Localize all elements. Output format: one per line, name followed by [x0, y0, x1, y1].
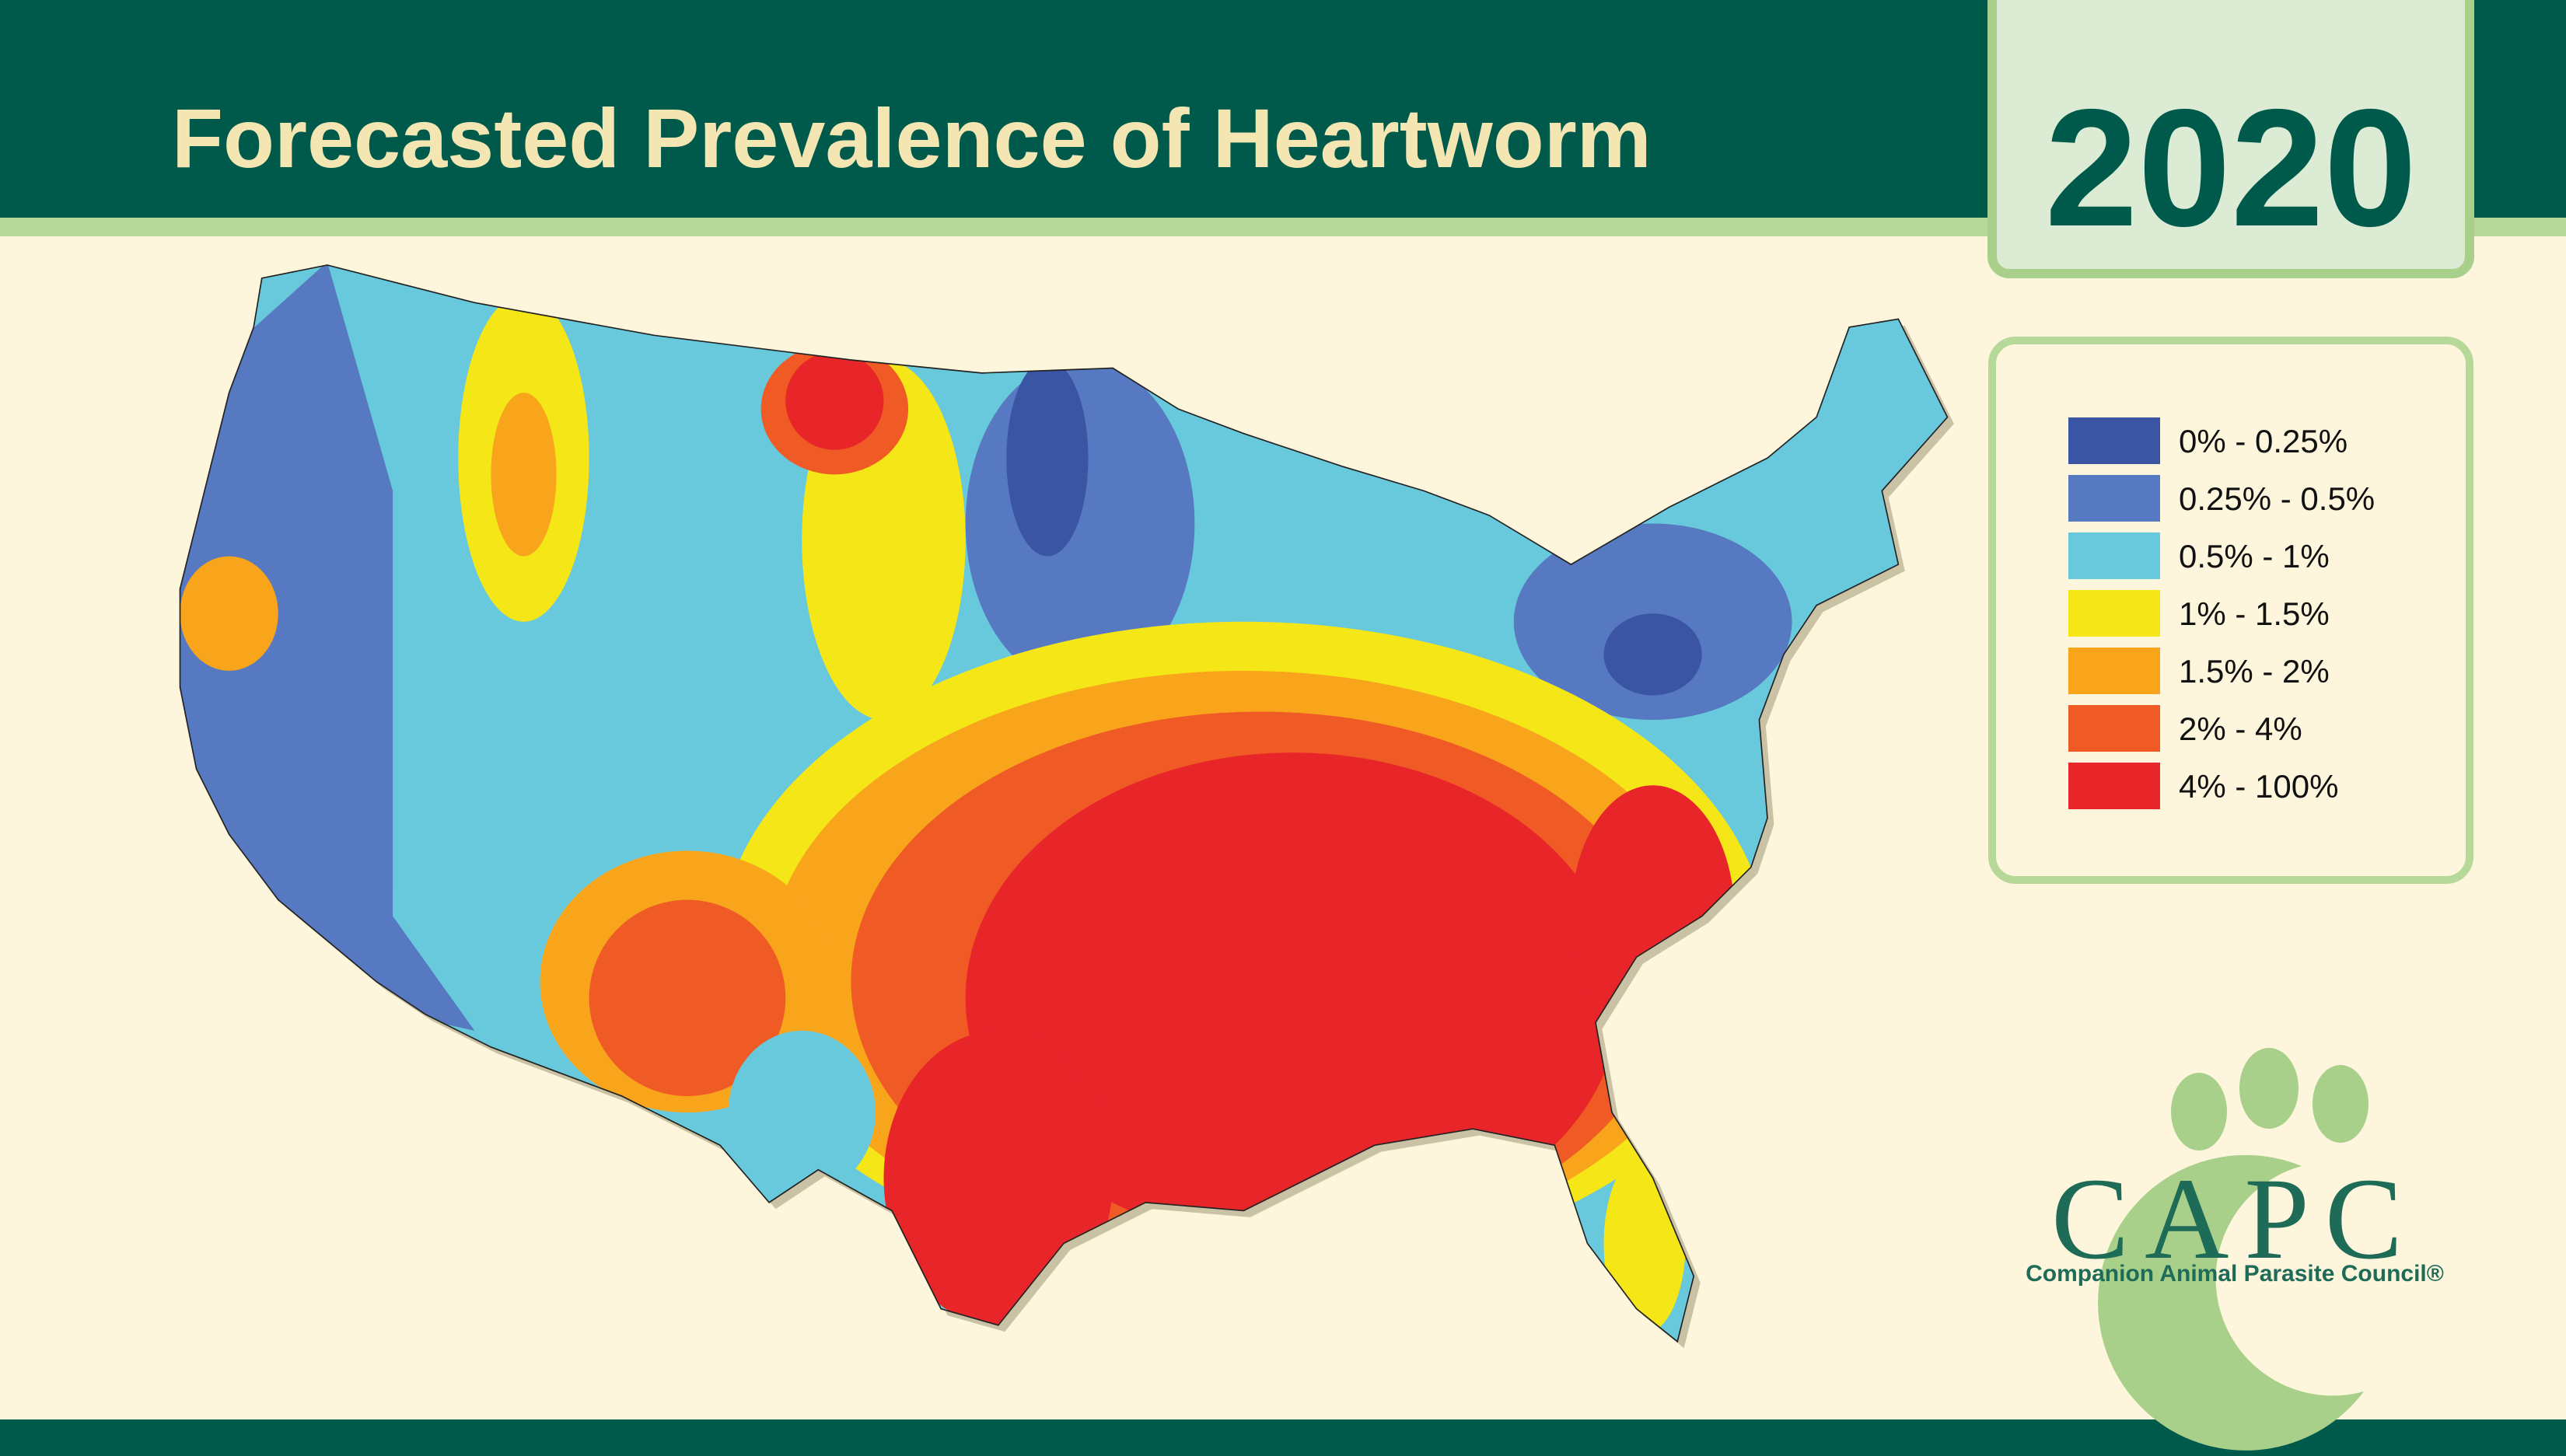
area [491, 393, 557, 557]
legend-swatch [2068, 532, 2160, 579]
paw-pad [2098, 1154, 2364, 1451]
map-outline [179, 264, 1949, 1343]
legend-swatch [2068, 417, 2160, 464]
logo-name: CAPC [2051, 1154, 2418, 1283]
area [728, 1030, 876, 1195]
legend-label: 0.25% - 0.5% [2179, 480, 2375, 517]
legend-label: 2% - 4% [2179, 711, 2302, 747]
paw-toe [2313, 1065, 2368, 1143]
legend-swatch [2068, 648, 2160, 694]
year: 2020 [2045, 74, 2417, 261]
title: Forecasted Prevalence of Heartworm [172, 91, 1652, 185]
paw-toe [2239, 1048, 2299, 1129]
legend-label: 0% - 0.25% [2179, 423, 2348, 459]
footer-band [0, 1419, 2566, 1456]
paw-toe [2171, 1073, 2227, 1150]
year-box [1987, 0, 2474, 278]
area [180, 264, 475, 1031]
legend-label: 4% - 100% [2179, 768, 2338, 805]
area [1006, 360, 1089, 557]
legend-swatch [2068, 475, 2160, 522]
legend-label: 0.5% - 1% [2179, 538, 2330, 574]
area [180, 556, 278, 671]
legend-label: 1% - 1.5% [2179, 595, 2330, 632]
area [883, 1030, 1113, 1325]
area [589, 899, 786, 1097]
logo-subtitle: Companion Animal Parasite Council® [2026, 1261, 2444, 1287]
capc-logo: CAPC Companion Animal Parasite Council® [2026, 1048, 2444, 1451]
legend-label: 1.5% - 2% [2179, 653, 2330, 690]
legend-swatch [2068, 763, 2160, 809]
area [965, 752, 1620, 1244]
legend: 0% - 0.25% 0.25% - 0.5% 0.5% - 1% 1% - 1.5%… [2068, 417, 2375, 809]
legend-swatch [2068, 590, 2160, 637]
area [1603, 613, 1702, 696]
area [785, 351, 884, 450]
legend-swatch [2068, 705, 2160, 752]
